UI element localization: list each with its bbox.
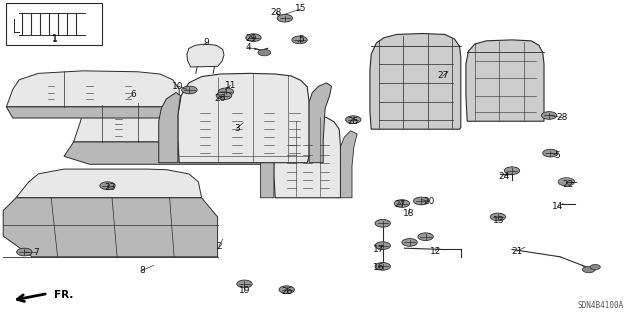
Polygon shape [6,107,189,118]
Text: 21: 21 [511,247,523,256]
Polygon shape [274,116,340,198]
Text: 24: 24 [499,172,510,181]
Circle shape [375,263,390,270]
Polygon shape [466,40,544,121]
Text: 27: 27 [394,200,406,209]
Text: 28: 28 [556,113,568,122]
Circle shape [375,219,390,227]
Polygon shape [159,93,180,163]
Text: 12: 12 [429,247,441,256]
Text: 4: 4 [246,43,251,52]
Circle shape [182,86,197,94]
Text: 26: 26 [214,94,226,103]
Text: 1: 1 [52,35,57,44]
Circle shape [490,213,506,221]
Circle shape [375,242,390,249]
Circle shape [541,112,557,119]
Circle shape [543,149,558,157]
Text: 29: 29 [245,34,257,43]
Text: 18: 18 [403,209,414,218]
Circle shape [346,116,361,123]
Polygon shape [64,142,269,164]
Text: 9: 9 [204,38,209,47]
Polygon shape [74,102,256,142]
Text: 17: 17 [373,245,385,254]
Text: 28: 28 [271,8,282,17]
Circle shape [558,178,575,186]
Circle shape [277,14,292,22]
Text: 25: 25 [348,117,359,126]
Polygon shape [3,198,218,257]
Circle shape [279,286,294,293]
Polygon shape [256,112,275,158]
Circle shape [216,92,232,100]
Text: 8: 8 [140,266,145,275]
Polygon shape [340,131,357,198]
Text: FR.: FR. [54,290,74,300]
Text: 7: 7 [34,248,39,257]
Circle shape [402,239,417,246]
Circle shape [413,197,429,205]
Circle shape [394,200,410,207]
Text: 5: 5 [298,35,303,44]
Text: 5: 5 [554,151,559,160]
Text: SDN4B4100A: SDN4B4100A [578,301,624,310]
Circle shape [292,36,307,44]
Polygon shape [16,169,202,198]
Circle shape [504,167,520,174]
Text: 23: 23 [104,183,116,192]
Polygon shape [6,71,179,107]
Polygon shape [6,3,102,45]
Text: 19: 19 [239,286,250,295]
Text: 16: 16 [373,263,385,272]
Text: 11: 11 [225,81,236,90]
Text: 20: 20 [423,197,435,206]
Circle shape [246,34,261,41]
Polygon shape [260,124,276,198]
Text: 13: 13 [493,216,505,225]
Circle shape [582,266,595,273]
Circle shape [237,280,252,288]
Circle shape [100,182,115,189]
Text: 2: 2 [216,242,221,251]
Text: 27: 27 [437,71,449,80]
Text: 22: 22 [563,180,574,189]
Circle shape [418,233,433,241]
Text: 3: 3 [234,124,239,133]
Text: 1: 1 [52,34,57,43]
Text: 6: 6 [131,90,136,99]
Text: 14: 14 [552,202,564,211]
Text: 26: 26 [281,287,292,296]
Text: 10: 10 [172,82,184,91]
Circle shape [218,88,234,96]
Polygon shape [178,73,309,163]
Polygon shape [187,44,224,67]
Circle shape [258,49,271,56]
Circle shape [590,264,600,270]
Polygon shape [370,33,461,129]
Text: 15: 15 [295,4,307,13]
Polygon shape [309,83,332,163]
Circle shape [17,248,32,256]
